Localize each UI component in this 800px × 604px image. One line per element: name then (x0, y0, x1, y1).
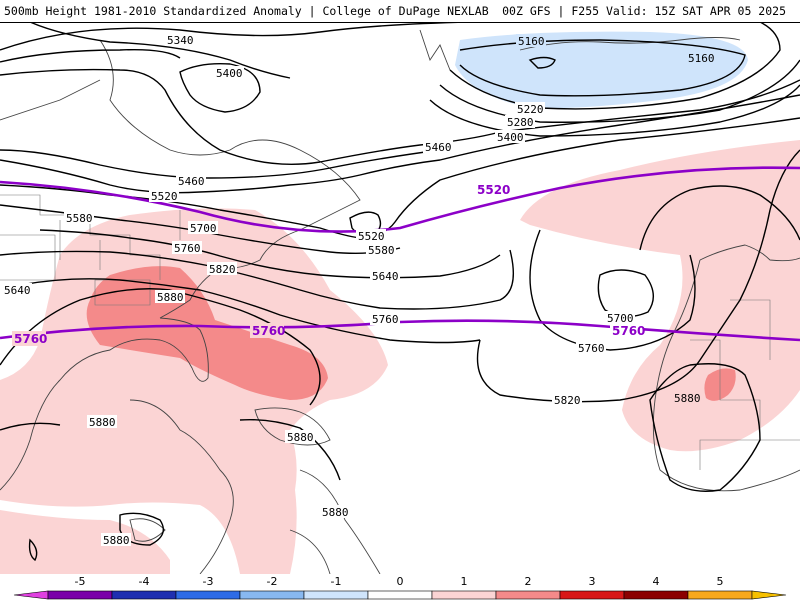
contour-label: 5700 (190, 222, 217, 235)
contour-label: 5880 (674, 392, 701, 405)
contour-label: 5520 (151, 190, 178, 203)
colorbar-tick-labels: -5 -4 -3 -2 -1 0 1 2 3 4 5 (75, 575, 724, 588)
contour-label: 5640 (4, 284, 31, 297)
thickness-label: 5760 (14, 332, 47, 346)
map-title: 500mb Height 1981-2010 Standardized Anom… (4, 4, 489, 18)
colorbar-tick: -4 (139, 575, 150, 588)
contour-label: 5760 (174, 242, 201, 255)
colorbar-swatch (624, 591, 688, 599)
run-valid-time: 00Z GFS | F255 Valid: 15Z SAT APR 05 202… (502, 4, 786, 18)
colorbar-tick: 1 (461, 575, 468, 588)
thickness-label: 5520 (477, 183, 510, 197)
height-contour (0, 22, 470, 50)
height-contour (0, 50, 180, 62)
map-header: 500mb Height 1981-2010 Standardized Anom… (0, 0, 800, 23)
colorbar-swatch (304, 591, 368, 599)
border (0, 235, 55, 280)
colorbar-tick: 4 (653, 575, 660, 588)
colorbar-tick: 3 (589, 575, 596, 588)
thickness-label: 5760 (252, 324, 285, 338)
contour-label: 5280 (507, 116, 534, 129)
contour-label: 5820 (209, 263, 236, 276)
thickness-label: 5760 (612, 324, 645, 338)
colorbar-swatch (176, 591, 240, 599)
colorbar-tick: 5 (717, 575, 724, 588)
colorbar-swatch (112, 591, 176, 599)
colorbar-swatch (368, 591, 432, 599)
colorbar-swatches (14, 591, 786, 599)
contour-label: 5880 (287, 431, 314, 444)
colorbar-end-high (752, 591, 786, 599)
colorbar-swatch (48, 591, 112, 599)
contour-label: 5880 (322, 506, 349, 519)
colorbar-swatch (432, 591, 496, 599)
contour-label: 5400 (216, 67, 243, 80)
colorbar: -5 -4 -3 -2 -1 0 1 2 3 4 5 (0, 574, 800, 600)
contour-label: 5880 (103, 534, 130, 547)
colorbar-tick: -3 (203, 575, 214, 588)
contour-label: 5820 (554, 394, 581, 407)
colorbar-tick: 0 (397, 575, 404, 588)
positive-anomaly-area (0, 510, 170, 574)
coastline (0, 80, 100, 120)
colorbar-swatch (560, 591, 624, 599)
colorbar-tick: -5 (75, 575, 86, 588)
contour-label: 5400 (497, 131, 524, 144)
colorbar-swatch (688, 591, 752, 599)
coastline (300, 470, 380, 574)
contour-label: 5160 (688, 52, 715, 65)
weather-map: 5340 5400 5460 5520 5580 5700 5760 5820 … (0, 22, 800, 574)
contour-label: 5460 (425, 141, 452, 154)
height-contour (598, 270, 653, 317)
colorbar-swatch (496, 591, 560, 599)
contour-label: 5160 (518, 35, 545, 48)
contour-label: 5520 (358, 230, 385, 243)
colorbar-svg: -5 -4 -3 -2 -1 0 1 2 3 4 5 (0, 574, 800, 600)
contour-label: 5340 (167, 34, 194, 47)
contour-label: 5460 (178, 175, 205, 188)
contour-label: 5880 (157, 291, 184, 304)
colorbar-tick: -2 (267, 575, 278, 588)
coastline (290, 530, 330, 574)
coastline (420, 30, 450, 70)
contour-label: 5760 (578, 342, 605, 355)
contour-label: 5220 (517, 103, 544, 116)
colorbar-tick: 2 (525, 575, 532, 588)
contour-label: 5760 (372, 313, 399, 326)
colorbar-swatch (240, 591, 304, 599)
contour-label: 5580 (66, 212, 93, 225)
contour-label: 5880 (89, 416, 116, 429)
contour-label: 5640 (372, 270, 399, 283)
colorbar-end-low (14, 591, 48, 599)
colorbar-tick: -1 (331, 575, 342, 588)
contour-label: 5580 (368, 244, 395, 257)
